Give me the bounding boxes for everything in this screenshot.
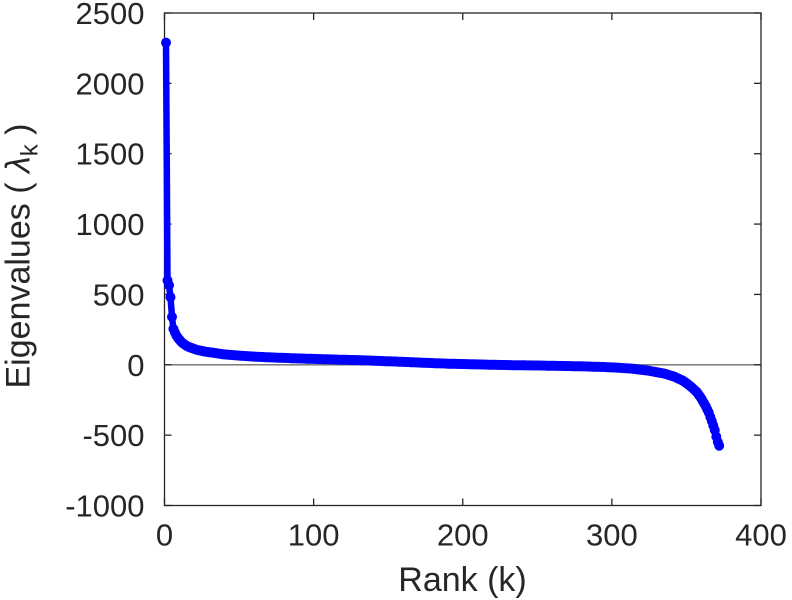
y-tick-label: 500	[93, 277, 145, 312]
x-axis-label: Rank (k)	[398, 561, 527, 599]
data-point-marker	[164, 280, 174, 291]
x-tick-label: 400	[735, 518, 787, 553]
x-tick-label: 200	[437, 518, 489, 553]
y-axis-label: Eigenvalues ( λk )	[0, 123, 44, 389]
y-tick-label: 2500	[76, 0, 145, 31]
x-tick-label: 300	[586, 518, 638, 553]
lambda-symbol: λ	[0, 156, 38, 174]
y-tick-label: 0	[127, 348, 144, 383]
y-axis-label-prefix: Eigenvalues (	[0, 173, 38, 389]
data-point-marker	[165, 292, 176, 303]
y-tick-label: 1000	[76, 207, 145, 242]
x-tick-label: 0	[156, 518, 173, 553]
y-tick-label: -500	[82, 418, 144, 453]
data-point-marker	[167, 311, 177, 322]
y-tick-label: 1500	[76, 137, 145, 172]
eigenvalue-curve	[162, 39, 723, 449]
x-tick-label: 100	[288, 518, 340, 553]
y-tick-label: -1000	[65, 489, 144, 524]
data-point-marker	[714, 440, 725, 451]
data-point-marker	[161, 37, 171, 48]
axes-box	[163, 12, 762, 507]
y-tick-label: 2000	[76, 66, 145, 101]
lambda-subscript: k	[16, 144, 44, 157]
y-axis-label-suffix: )	[0, 123, 38, 145]
